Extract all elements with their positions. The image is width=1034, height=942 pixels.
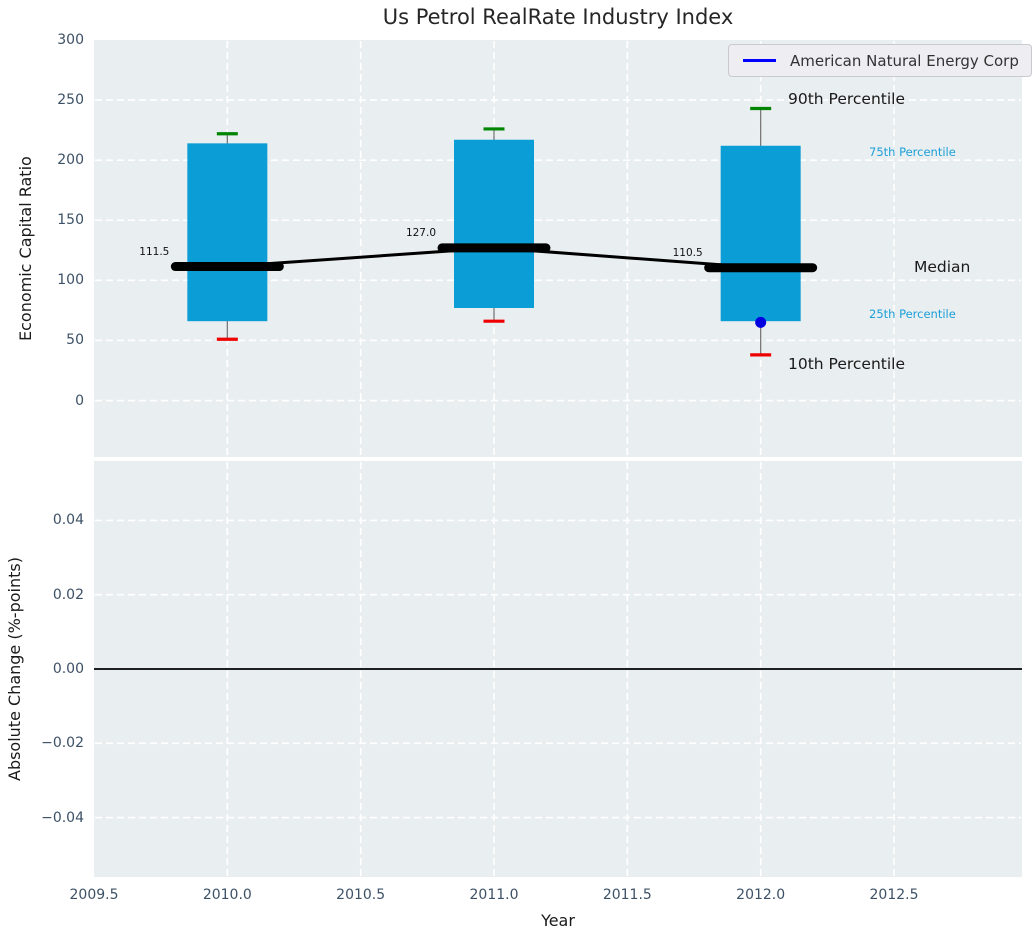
ytick-top-250: 250 — [57, 92, 84, 109]
ytick-bottom--0.04: −0.04 — [41, 809, 84, 826]
xtick-2010.5: 2010.5 — [336, 887, 386, 903]
xtick-2010: 2010.0 — [202, 887, 252, 903]
ytick-top-300: 300 — [57, 32, 84, 48]
median-value-2012: 110.5 — [672, 246, 703, 259]
legend: American Natural Energy Corp — [728, 44, 1032, 77]
xtick-2012.5: 2012.5 — [869, 887, 919, 903]
y-axis-label-bottom: Absolute Change (%-points) — [5, 557, 24, 781]
annotation-75th-percentile: 75th Percentile — [869, 145, 956, 159]
ytick-bottom-0.04: 0.04 — [52, 512, 84, 529]
axes-absolute-change — [94, 461, 1022, 877]
median-value-2011: 127.0 — [405, 226, 436, 239]
annotation-median: Median — [914, 258, 971, 276]
ytick-top-150: 150 — [57, 212, 84, 229]
xtick-2012: 2012.0 — [736, 887, 786, 903]
annotation-90th-percentile: 90th Percentile — [788, 90, 906, 108]
ytick-bottom-0: 0.00 — [52, 661, 84, 677]
y-axis-label-top: Economic Capital Ratio — [16, 156, 35, 341]
legend-label: American Natural Energy Corp — [790, 51, 1019, 70]
x-axis-label: Year — [541, 911, 575, 930]
ytick-bottom-0.02: 0.02 — [52, 586, 84, 603]
xtick-2009.5: 2009.5 — [69, 887, 119, 903]
ytick-bottom--0.02: −0.02 — [41, 735, 84, 752]
annotation-10th-percentile: 10th Percentile — [788, 355, 906, 373]
chart-title: Us Petrol RealRate Industry Index — [382, 5, 734, 29]
xtick-2011.5: 2011.5 — [602, 887, 652, 903]
ytick-top-100: 100 — [57, 272, 84, 289]
ytick-top-0: 0 — [75, 392, 84, 409]
annotation-25th-percentile: 25th Percentile — [869, 307, 956, 321]
xtick-2011: 2011.0 — [469, 887, 519, 903]
legend-line-swatch — [743, 59, 776, 62]
median-value-2010: 111.5 — [139, 245, 170, 258]
ytick-top-50: 50 — [66, 332, 84, 349]
ytick-top-200: 200 — [57, 152, 84, 169]
